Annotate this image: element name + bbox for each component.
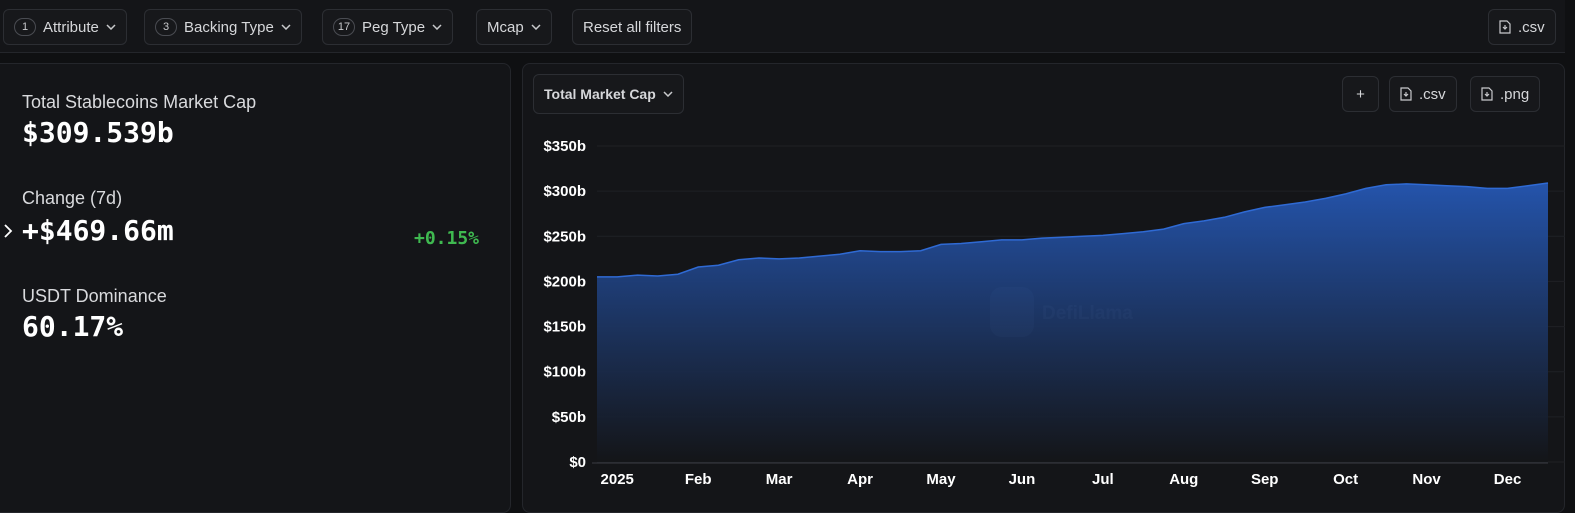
filter-label: Backing Type <box>184 18 274 36</box>
csv-button[interactable]: .csv <box>1488 9 1556 45</box>
csv-label: .csv <box>1518 18 1545 36</box>
y-tick-label: $300b <box>543 183 586 200</box>
filter-count: 3 <box>155 18 177 36</box>
y-tick-label: $250b <box>543 228 586 245</box>
png-label: .png <box>1500 85 1530 103</box>
y-tick-label: $350b <box>543 138 586 155</box>
y-tick-label: $200b <box>543 273 586 290</box>
reset-button[interactable]: Reset all filters <box>572 9 693 45</box>
metric-label: Total Market Cap <box>544 86 656 102</box>
x-tick-label: 2025 <box>601 471 634 488</box>
chart-panel: Total Market Cap + .csv .png $0 $50b $100b… <box>522 63 1565 513</box>
chevron <box>106 24 116 30</box>
x-tick-label: Dec <box>1494 471 1522 488</box>
file-icon <box>1499 20 1511 34</box>
csv-button[interactable]: .csv <box>1389 76 1457 112</box>
filter-button[interactable]: 1 Attribute <box>3 9 127 45</box>
csv-label: .csv <box>1419 85 1446 103</box>
filter-button[interactable]: Mcap <box>476 9 552 45</box>
file-icon <box>1400 87 1412 101</box>
reset-label: Reset all filters <box>583 18 682 36</box>
x-tick-label: Sep <box>1251 471 1279 488</box>
chevron <box>432 24 442 30</box>
metric-dropdown[interactable]: Total Market Cap <box>533 74 684 114</box>
y-tick-label: $50b <box>552 409 586 426</box>
add-label: + <box>1356 85 1365 103</box>
stat-label: Total Stablecoins Market Cap <box>22 92 257 112</box>
filter-count: 17 <box>333 18 355 36</box>
x-tick-label: Oct <box>1333 471 1358 488</box>
png-button[interactable]: .png <box>1470 76 1541 112</box>
filter-count: 1 <box>14 18 36 36</box>
x-tick-label: Jun <box>1009 471 1036 488</box>
filter-label: Peg Type <box>362 18 426 36</box>
chevron <box>531 24 541 30</box>
stats-panel: Total Stablecoins Market Cap $309.539b C… <box>0 63 511 513</box>
stat-label: USDT Dominance <box>22 286 167 306</box>
stat-label: Change (7d) <box>22 188 123 208</box>
x-tick-label: Mar <box>766 471 793 488</box>
y-tick-label: $0 <box>569 454 586 471</box>
filter-button[interactable]: 17 Peg Type <box>322 9 454 45</box>
line <box>597 182 1549 278</box>
add-button[interactable]: + <box>1342 76 1379 112</box>
area <box>597 183 1548 462</box>
expand-icon[interactable] <box>3 224 13 238</box>
x-tick-label: Jul <box>1092 471 1114 488</box>
file-icon <box>1481 87 1493 101</box>
chevron <box>281 24 291 30</box>
chevron <box>663 91 673 97</box>
change-pct: +0.15% <box>414 228 480 249</box>
stat-value: +$469.66m <box>22 214 174 247</box>
x-tick-label: Aug <box>1169 471 1198 488</box>
x-tick-label: Feb <box>685 471 712 488</box>
y-tick-label: $100b <box>543 364 586 381</box>
filter-label: Mcap <box>487 18 524 36</box>
chart: $0$50b$100b$150b$200b$250b$300b$350bDefi… <box>543 138 1565 488</box>
stat-value: $309.539b <box>22 116 174 149</box>
stat-value: 60.17% <box>22 310 124 343</box>
filter-bar: 1 Attribute 3 Backing Type 17 Peg Type Mcap… <box>0 0 1565 53</box>
x-tick-label: May <box>926 471 956 488</box>
y-tick-label: $150b <box>543 319 586 336</box>
filter-button[interactable]: 3 Backing Type <box>144 9 302 45</box>
filter-label: Attribute <box>43 18 99 36</box>
x-tick-label: Apr <box>847 471 873 488</box>
x-tick-label: Nov <box>1412 471 1441 488</box>
